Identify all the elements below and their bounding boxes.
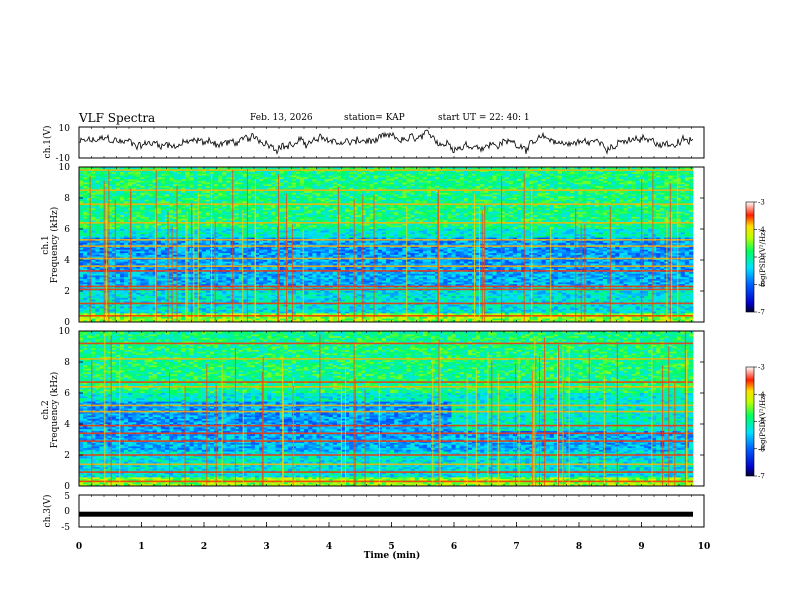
ch1-waveform-panel bbox=[79, 127, 704, 158]
vlf-figure: ch.1(V) 10 -10 ch.1 Frequency (kHz) 0246… bbox=[0, 0, 792, 612]
ch1-panel-frame bbox=[79, 127, 704, 158]
ch1-spectrogram-panel bbox=[79, 167, 704, 322]
ch1-waveform-line bbox=[80, 130, 693, 154]
